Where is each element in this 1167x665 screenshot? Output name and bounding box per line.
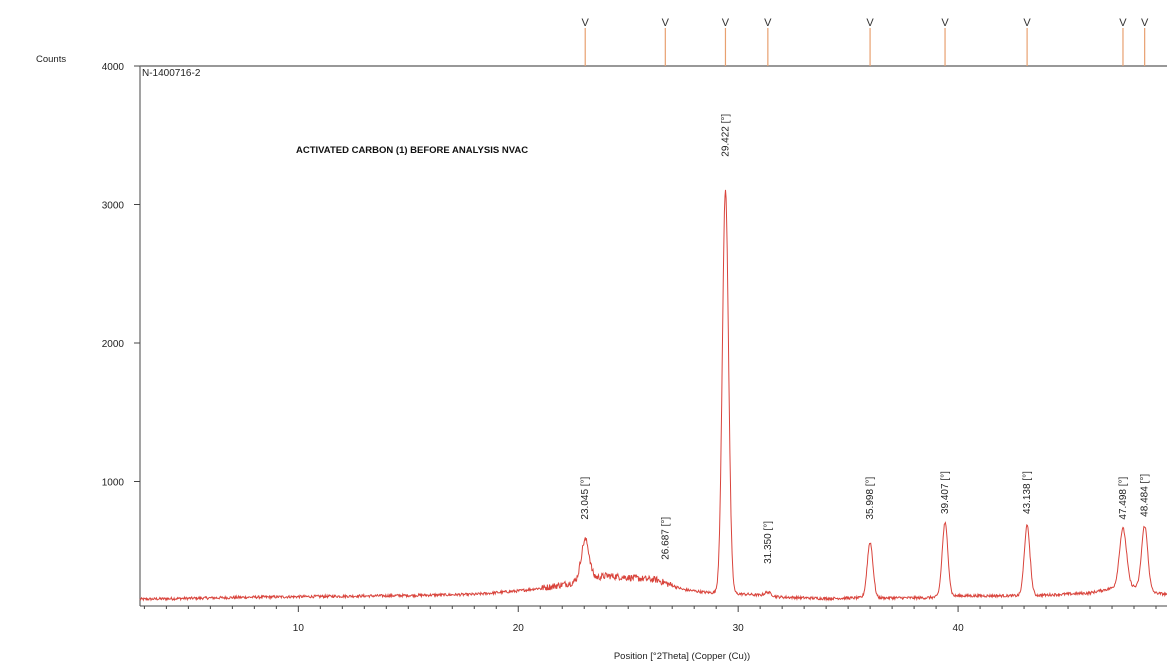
y-tick-label: 3000 [102, 201, 125, 212]
peak-label: 47.498 [°] [1118, 476, 1129, 519]
chart-title: ACTIVATED CARBON (1) BEFORE ANALYSIS NVA… [296, 145, 528, 156]
reference-marker-glyph: V [1119, 17, 1127, 29]
y-tick-label: 2000 [102, 339, 125, 350]
peak-label: 35.998 [°] [865, 476, 876, 519]
peak-label: 48.484 [°] [1140, 474, 1151, 517]
y-axis-label: Counts [36, 54, 66, 65]
reference-marker-glyph: V [1023, 17, 1031, 29]
x-tick-label: 30 [733, 623, 745, 634]
x-tick-label: 40 [953, 623, 965, 634]
y-tick-label: 4000 [102, 62, 125, 73]
peak-label: 43.138 [°] [1022, 471, 1033, 514]
x-tick-label: 20 [513, 623, 525, 634]
reference-marker-glyph: V [866, 17, 874, 29]
peak-labels: 23.045 [°] 26.687 [°] 29.422 [°] 31.350 [°]… [580, 114, 1150, 564]
reference-marker-glyph: V [941, 17, 949, 29]
y-ticks: 1000 2000 3000 4000 [102, 62, 140, 489]
x-tick-label: 10 [293, 623, 305, 634]
peak-label: 29.422 [°] [720, 114, 731, 157]
x-axis-label: Position [°2Theta] (Copper (Cu)) [614, 651, 750, 662]
sample-id: N-1400716-2 [142, 68, 201, 79]
peak-label: 31.350 [°] [763, 521, 774, 564]
reference-marker-glyph: V [582, 17, 590, 29]
reference-marker-glyph: V [764, 17, 772, 29]
peak-label: 39.407 [°] [940, 471, 951, 514]
reference-marker-glyph: V [1141, 17, 1149, 29]
y-tick-label: 1000 [102, 478, 125, 489]
axes [139, 65, 1167, 607]
reference-marker-glyph: V [722, 17, 730, 29]
peak-label: 23.045 [°] [580, 476, 591, 519]
x-ticks: 10 20 30 40 [143, 606, 1157, 634]
series-line [139, 189, 1167, 602]
peak-label: 26.687 [°] [660, 517, 671, 560]
reference-marker-glyph: V [662, 17, 670, 29]
